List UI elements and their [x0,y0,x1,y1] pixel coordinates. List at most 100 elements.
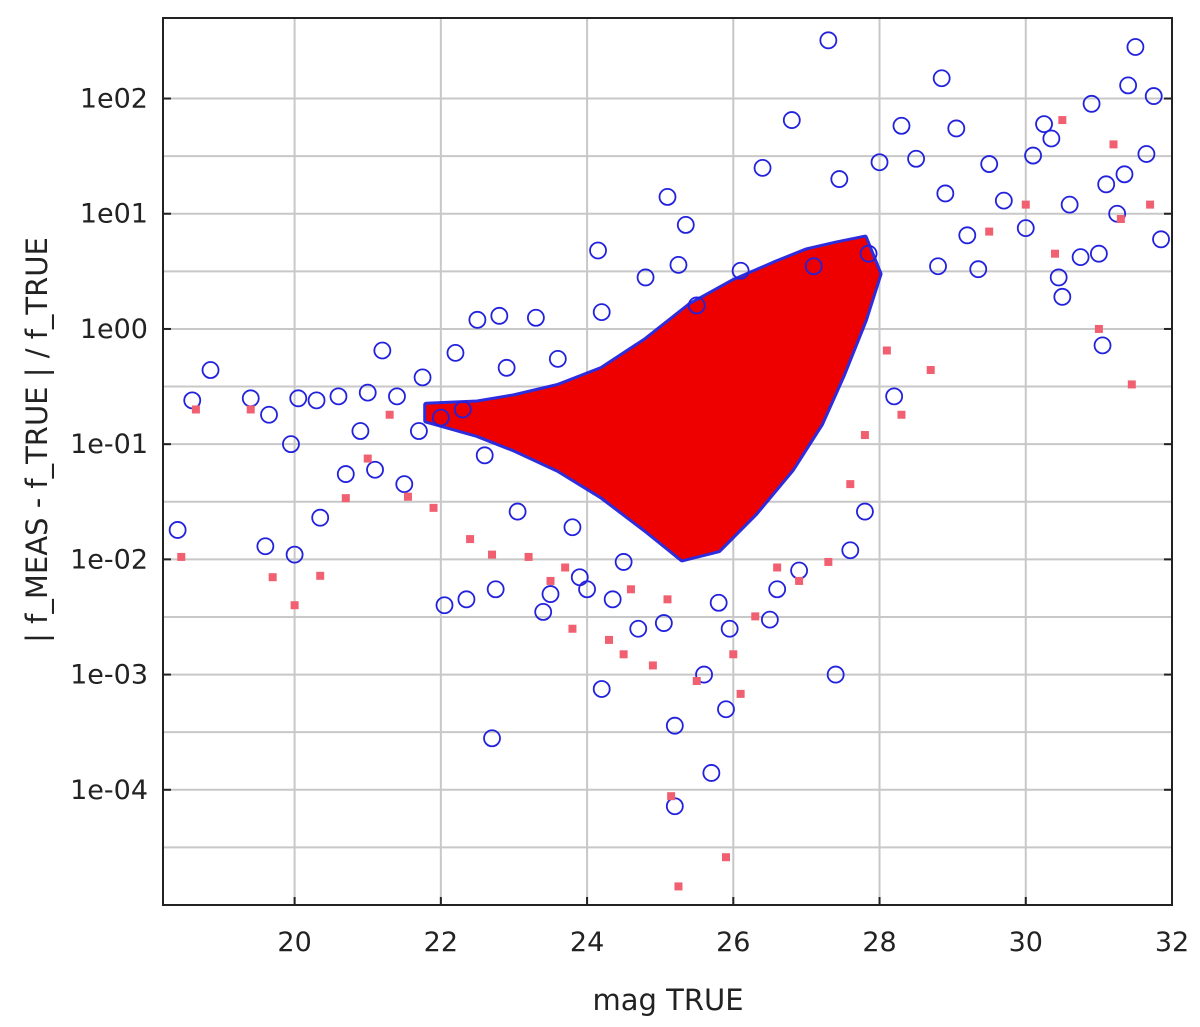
data-point-square [488,550,497,559]
data-point-square [824,557,833,566]
data-point-circle [1016,219,1035,238]
data-point-circle [548,349,567,368]
data-point-circle [256,537,275,556]
x-axis-title: mag TRUE [592,983,743,1017]
data-point-circle [282,435,300,454]
data-point-circle [1082,94,1101,113]
y-tick-label: 1e01 [80,199,148,230]
data-point-circle [592,680,611,698]
data-point-circle [856,502,874,521]
data-point-circle [717,700,735,719]
data-point-circle [395,475,414,494]
data-point-circle [994,191,1013,210]
data-point-square [466,535,475,544]
data-point-circle [260,405,278,424]
data-point-circle [486,580,505,599]
data-point-circle [526,308,545,327]
data-point-circle [676,216,695,234]
data-point-circle [358,383,377,402]
data-point-square [546,576,555,585]
y-axis-ticks: 1e02 1e01 1e00 1e-01 1e-02 1e-03 1e-04 [70,84,1172,806]
data-point-circle [431,408,450,427]
series-layer [168,31,1170,891]
data-point-circle [768,580,787,599]
data-point-circle [1097,175,1116,194]
data-point-circle [654,614,673,632]
x-tick-label: 30 [1009,927,1043,958]
data-point-square [191,405,200,414]
data-point-circle [695,665,713,684]
data-point-circle [285,545,304,564]
data-point-circle [307,391,326,410]
data-point-circle [168,521,187,539]
data-point-square [882,346,891,355]
data-point-circle [1089,244,1108,263]
data-point-circle [658,188,677,206]
data-point-square [692,676,701,685]
data-point-circle [366,460,384,479]
data-point-square [268,573,277,582]
data-point-circle [907,149,925,168]
data-point-square [290,601,299,610]
data-point-circle [483,729,501,748]
series-1 [177,116,1155,891]
data-point-square [773,563,782,572]
data-point-circle [687,296,706,315]
data-point-circle [351,422,370,440]
data-point-circle [508,502,527,521]
data-point-square [1051,249,1060,258]
data-point-circle [1115,165,1134,184]
data-point-circle [1049,268,1068,287]
data-point-circle [980,155,999,173]
data-point-circle [541,585,560,603]
data-point-square [1116,215,1125,224]
data-point-circle [1035,115,1053,133]
data-point-circle [453,400,472,419]
data-point-square [721,853,730,862]
data-point-circle [578,580,596,599]
data-point-circle [702,764,721,782]
data-point-square [751,612,760,621]
data-point-circle [841,541,860,560]
data-point-circle [1060,195,1079,214]
data-point-circle [731,261,750,280]
data-point-square [1094,324,1103,333]
data-point-square [626,585,635,594]
data-point-circle [373,341,392,360]
y-tick-label: 1e-04 [70,775,148,806]
data-point-circle [435,596,454,615]
data-point-square [648,661,657,670]
data-point-circle [1144,87,1163,105]
data-point-square [795,576,804,585]
data-point-circle [446,343,465,362]
data-point-circle [614,553,633,571]
data-point-circle [388,387,406,406]
data-point-circle [1126,38,1145,56]
data-point-circle [563,518,582,537]
data-point-circle [497,358,516,377]
data-point-circle [592,303,611,322]
data-point-circle [336,465,355,483]
data-point-circle [1093,336,1112,355]
data-point-circle [1024,146,1042,165]
data-point-circle [475,446,494,465]
data-point-circle [603,590,622,609]
data-point-square [1021,200,1030,209]
data-point-circle [929,257,947,276]
data-point-square [619,650,628,659]
data-point-square [385,410,394,419]
plot-frame [162,17,1173,906]
data-point-square [403,492,412,501]
data-point-square [926,366,935,375]
data-point-square [667,792,676,801]
data-point-square [663,595,672,604]
data-point-circle [534,602,553,621]
data-point-square [524,552,533,561]
data-point-square [177,552,186,561]
data-point-circle [589,241,607,260]
data-point-circle [819,31,838,50]
data-point-circle [1137,145,1156,163]
y-tick-label: 1e00 [80,314,148,345]
data-point-square [736,689,745,698]
